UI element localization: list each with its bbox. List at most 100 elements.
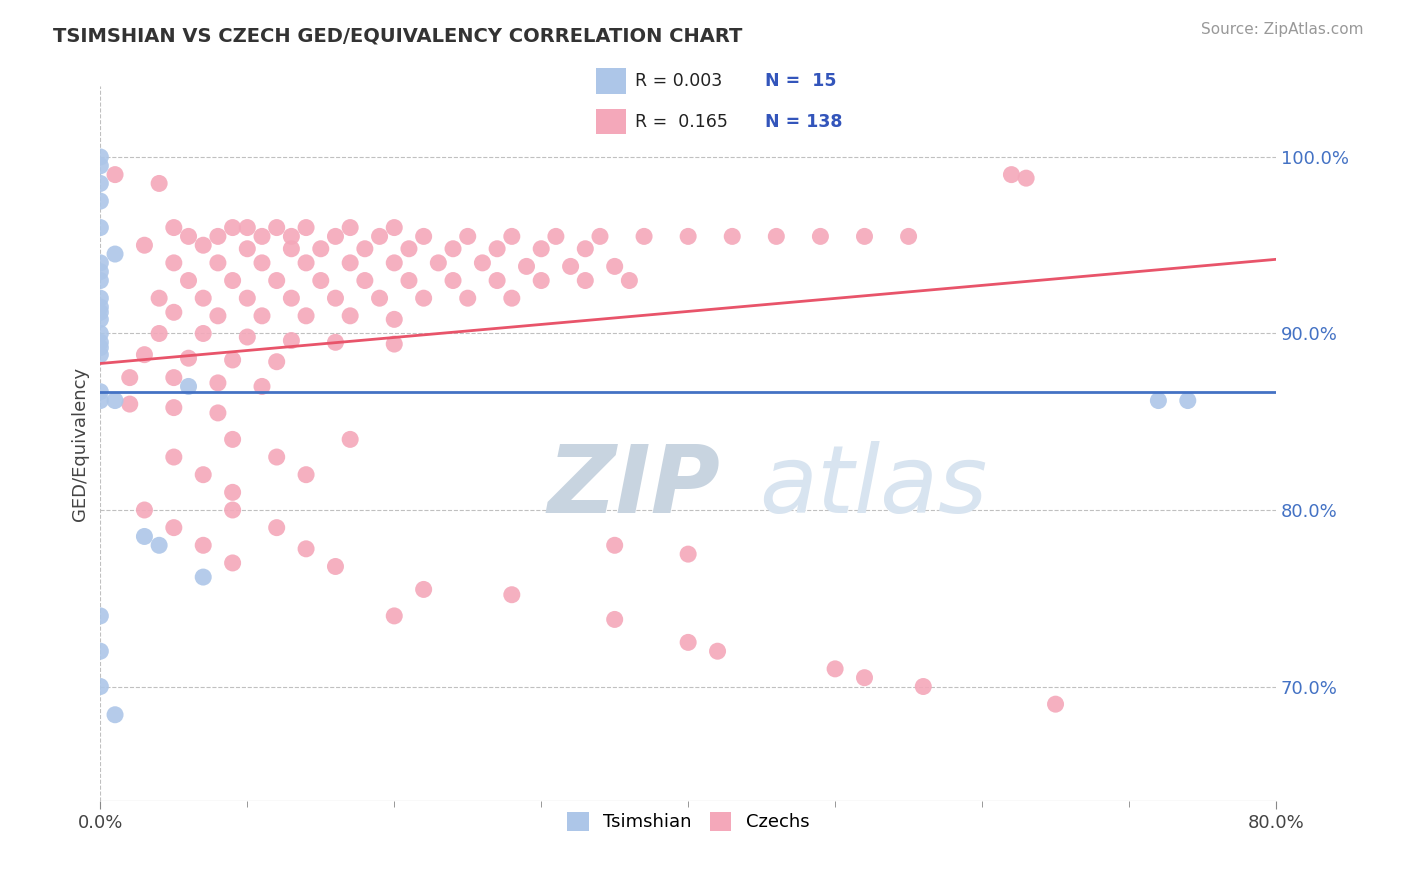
Point	[368, 229, 391, 244]
Point	[89, 273, 111, 287]
Point	[89, 159, 111, 173]
Point	[544, 229, 567, 244]
Point	[339, 433, 361, 447]
Point	[412, 229, 434, 244]
Point	[471, 256, 494, 270]
Point	[89, 300, 111, 314]
Point	[309, 273, 332, 287]
Point	[501, 229, 523, 244]
Point	[912, 680, 935, 694]
Point	[295, 467, 318, 482]
Point	[486, 273, 509, 287]
Point	[163, 370, 186, 384]
Text: Source: ZipAtlas.com: Source: ZipAtlas.com	[1201, 22, 1364, 37]
Point	[589, 229, 612, 244]
FancyBboxPatch shape	[596, 69, 626, 94]
Point	[619, 273, 641, 287]
Point	[163, 220, 186, 235]
Point	[250, 256, 273, 270]
Point	[266, 273, 288, 287]
Point	[676, 229, 699, 244]
Point	[177, 351, 200, 366]
Point	[89, 348, 111, 362]
Text: ZIP: ZIP	[547, 441, 720, 533]
Point	[325, 335, 347, 350]
Point	[603, 612, 626, 626]
Point	[382, 337, 405, 351]
Point	[266, 220, 288, 235]
Point	[339, 220, 361, 235]
Point	[603, 260, 626, 274]
Point	[177, 379, 200, 393]
Point	[148, 177, 170, 191]
Point	[325, 559, 347, 574]
Point	[501, 588, 523, 602]
Point	[325, 291, 347, 305]
Point	[221, 485, 243, 500]
Point	[104, 168, 127, 182]
Text: N = 138: N = 138	[765, 112, 842, 130]
Point	[89, 220, 111, 235]
Point	[810, 229, 832, 244]
Point	[134, 529, 156, 543]
Point	[295, 541, 318, 556]
Point	[89, 335, 111, 350]
Point	[207, 229, 229, 244]
Point	[250, 229, 273, 244]
Point	[163, 450, 186, 464]
Point	[574, 273, 596, 287]
Point	[236, 330, 259, 344]
Point	[89, 256, 111, 270]
Point	[706, 644, 728, 658]
Point	[163, 305, 186, 319]
Point	[266, 521, 288, 535]
Point	[250, 379, 273, 393]
Point	[89, 384, 111, 399]
Point	[897, 229, 920, 244]
Point	[89, 305, 111, 319]
Point	[295, 256, 318, 270]
Point	[339, 309, 361, 323]
Point	[89, 326, 111, 341]
Point	[368, 291, 391, 305]
Point	[382, 256, 405, 270]
Point	[134, 348, 156, 362]
Point	[89, 150, 111, 164]
Point	[193, 570, 215, 584]
Point	[177, 273, 200, 287]
Point	[134, 238, 156, 252]
Point	[1015, 171, 1038, 186]
Point	[530, 273, 553, 287]
Point	[89, 644, 111, 658]
Point	[1147, 393, 1170, 408]
Point	[295, 309, 318, 323]
Point	[221, 503, 243, 517]
Point	[1045, 697, 1067, 711]
Point	[89, 393, 111, 408]
Point	[412, 582, 434, 597]
Point	[221, 353, 243, 368]
Point	[339, 256, 361, 270]
Point	[676, 635, 699, 649]
Point	[193, 238, 215, 252]
Point	[236, 220, 259, 235]
Point	[207, 309, 229, 323]
Point	[824, 662, 846, 676]
Point	[193, 467, 215, 482]
Point	[104, 393, 127, 408]
FancyBboxPatch shape	[596, 109, 626, 135]
Y-axis label: GED/Equivalency: GED/Equivalency	[72, 367, 89, 521]
Point	[148, 291, 170, 305]
Point	[207, 376, 229, 390]
Text: R =  0.165: R = 0.165	[636, 112, 728, 130]
Point	[280, 242, 302, 256]
Point	[89, 291, 111, 305]
Point	[457, 291, 479, 305]
Point	[207, 256, 229, 270]
Point	[89, 608, 111, 623]
Point	[382, 312, 405, 326]
Point	[427, 256, 450, 270]
Point	[89, 194, 111, 208]
Point	[441, 273, 464, 287]
Point	[250, 309, 273, 323]
